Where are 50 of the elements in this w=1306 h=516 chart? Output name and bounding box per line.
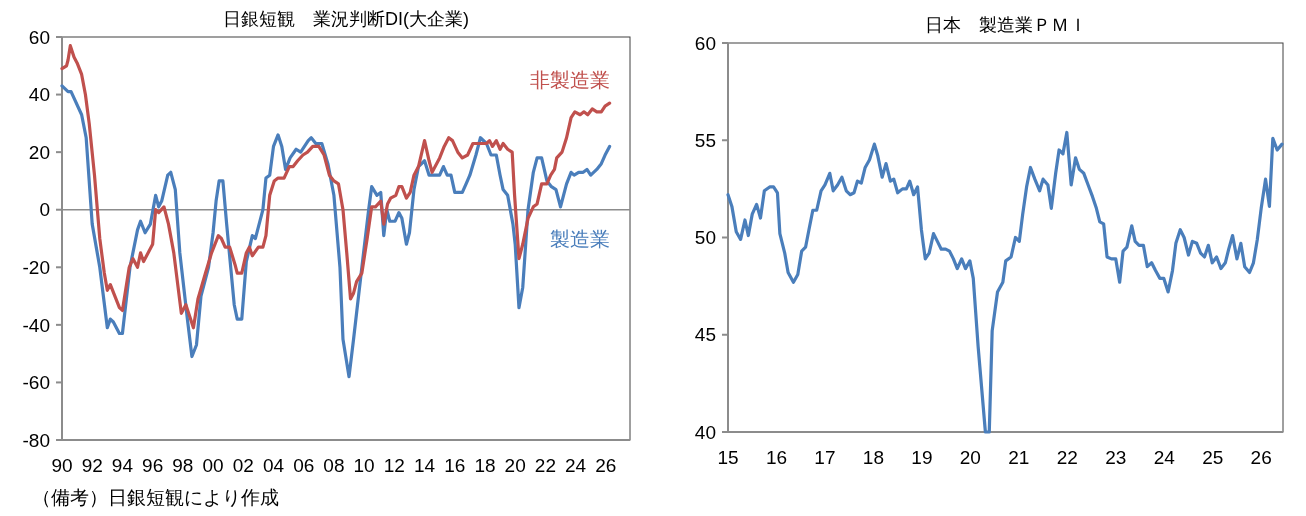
y-tick-label: 40 bbox=[28, 84, 50, 106]
x-tick-label: 26 bbox=[1250, 447, 1272, 468]
x-tick-label: 08 bbox=[323, 455, 345, 476]
x-tick-label: 94 bbox=[111, 455, 134, 476]
y-tick-label: 0 bbox=[39, 199, 50, 221]
x-tick-label: 22 bbox=[534, 455, 556, 476]
y-tick-label: 20 bbox=[28, 141, 50, 163]
y-tick-label: 50 bbox=[694, 227, 716, 249]
y-tick-label: -80 bbox=[22, 429, 50, 451]
x-tick-label: 15 bbox=[717, 447, 739, 468]
x-tick-label: 06 bbox=[293, 455, 315, 476]
text: （備考）日銀短観により作成 bbox=[32, 487, 279, 508]
line-series bbox=[60, 44, 612, 330]
chart-title: 日銀短観 業況判断DI(大企業) bbox=[223, 9, 469, 29]
y-tick-label: 60 bbox=[694, 32, 716, 54]
y-tick-label: -40 bbox=[22, 314, 50, 336]
y-tick-label: 45 bbox=[694, 324, 716, 346]
x-tick-label: 92 bbox=[81, 455, 103, 476]
x-tick-label: 10 bbox=[353, 455, 375, 476]
x-tick-label: 18 bbox=[862, 447, 884, 468]
x-tick-label: 96 bbox=[142, 455, 164, 476]
x-tick-label: 24 bbox=[1153, 447, 1176, 468]
x-tick-label: 00 bbox=[202, 455, 224, 476]
y-tick-label: 55 bbox=[694, 129, 716, 151]
y-tick-label: 40 bbox=[694, 421, 716, 443]
x-tick-label: 12 bbox=[383, 455, 405, 476]
x-tick-label: 17 bbox=[814, 447, 836, 468]
x-tick-label: 02 bbox=[232, 455, 254, 476]
x-tick-label: 24 bbox=[565, 455, 587, 476]
x-tick-label: 19 bbox=[911, 447, 933, 468]
x-tick-label: 98 bbox=[172, 455, 194, 476]
x-tick-label: 21 bbox=[1008, 447, 1030, 468]
x-tick-label: 26 bbox=[595, 455, 617, 476]
chart-title: 日本 製造業ＰＭＩ bbox=[924, 15, 1087, 35]
x-tick-label: 14 bbox=[413, 455, 436, 476]
y-tick-label: -60 bbox=[22, 372, 50, 394]
series-label: 製造業 bbox=[549, 227, 610, 250]
series-label: 非製造業 bbox=[529, 69, 610, 92]
y-tick-label: -20 bbox=[22, 256, 50, 278]
x-tick-label: 16 bbox=[765, 447, 788, 468]
x-tick-label: 04 bbox=[262, 455, 285, 476]
y-tick-label: 60 bbox=[28, 26, 50, 48]
x-tick-label: 20 bbox=[504, 455, 526, 476]
x-tick-label: 25 bbox=[1202, 447, 1224, 468]
x-tick-label: 22 bbox=[1056, 447, 1078, 468]
x-tick-label: 20 bbox=[959, 447, 981, 468]
x-tick-label: 18 bbox=[474, 455, 496, 476]
x-tick-label: 90 bbox=[51, 455, 73, 476]
x-tick-label: 16 bbox=[444, 455, 466, 476]
x-tick-label: 23 bbox=[1105, 447, 1127, 468]
